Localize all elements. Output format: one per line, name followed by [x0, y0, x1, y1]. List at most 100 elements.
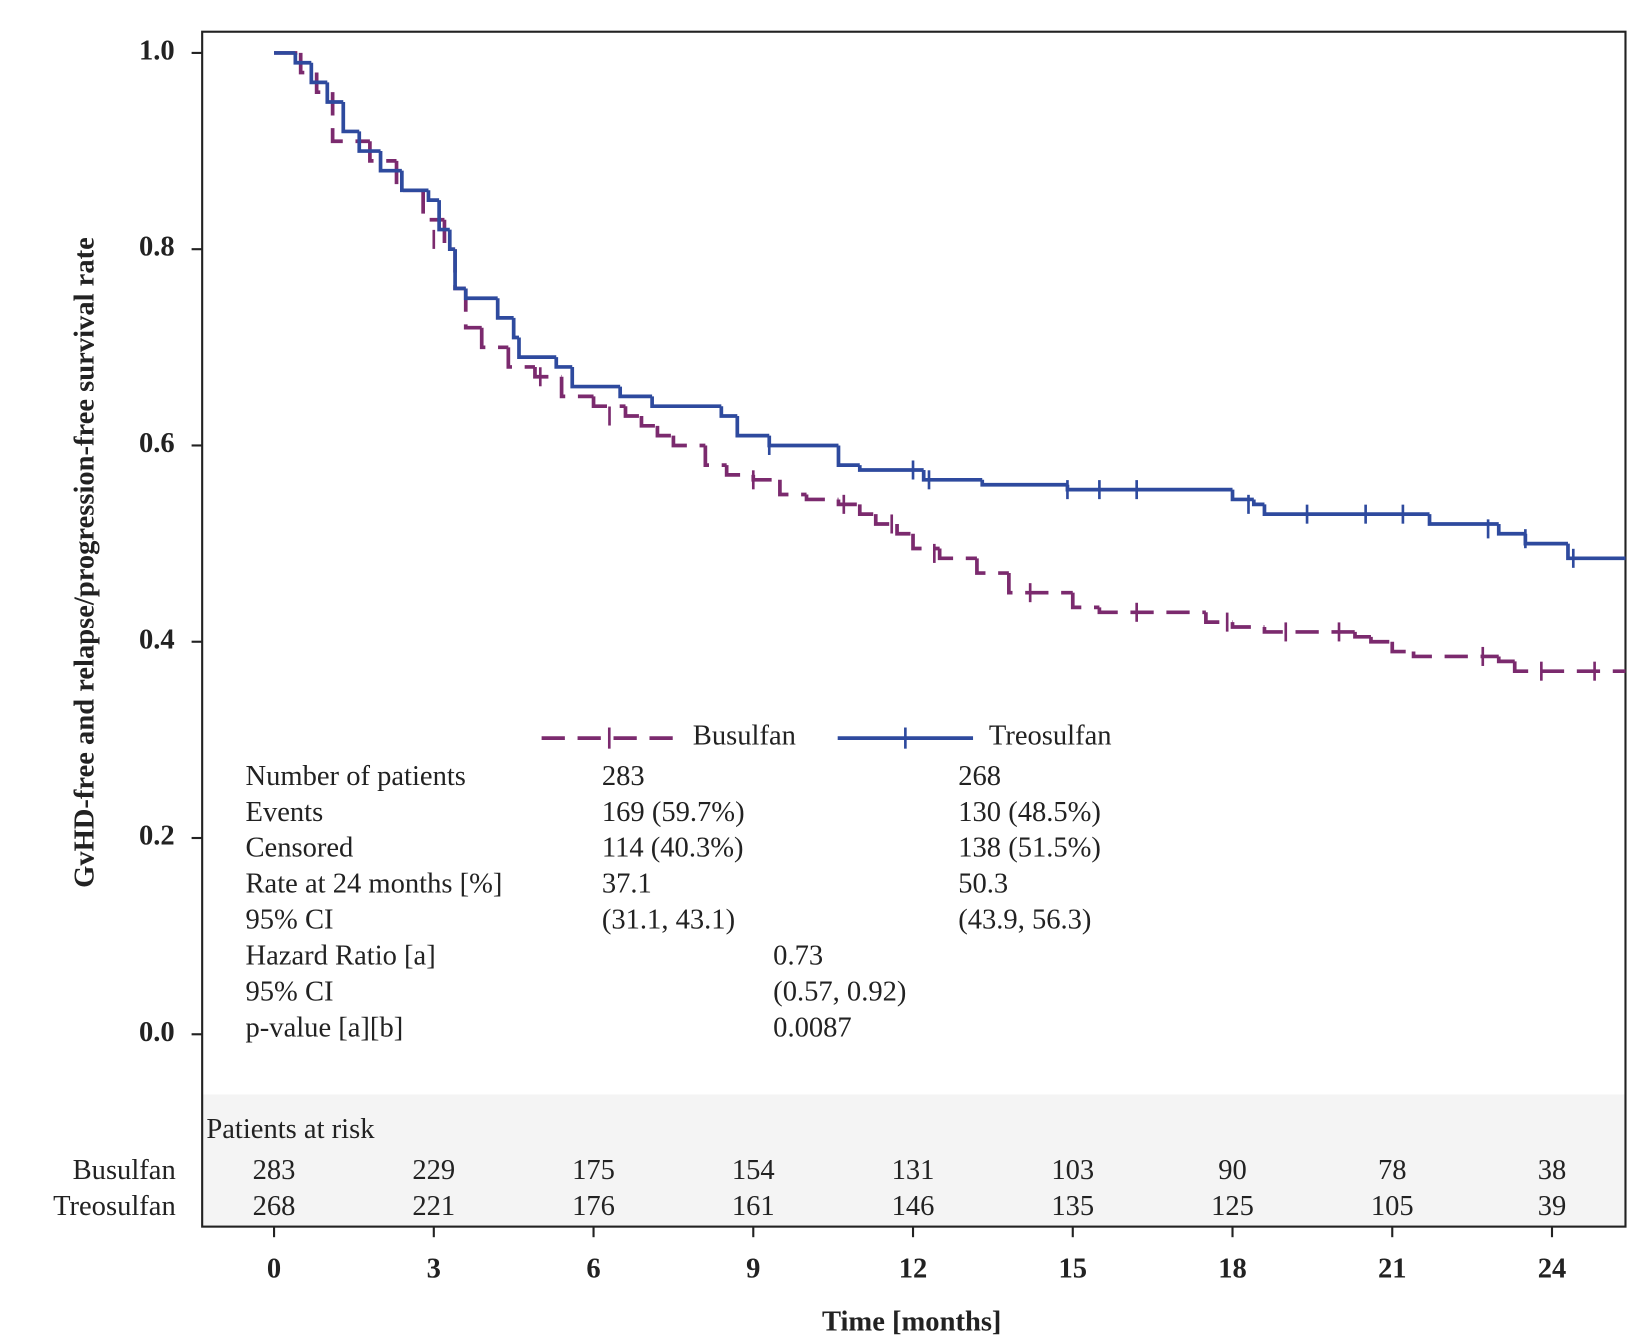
- survival-step: [751, 474, 780, 482]
- survival-step: [719, 406, 738, 418]
- risk-count: 39: [1538, 1191, 1567, 1222]
- summary-value: 138 (51.5%): [958, 833, 1101, 864]
- y-tick-label: 0.4: [139, 624, 175, 655]
- survival-step: [623, 406, 642, 418]
- x-tick-label: 24: [1538, 1254, 1567, 1285]
- summary-value: 169 (59.7%): [602, 797, 745, 828]
- survival-step: [1496, 656, 1515, 664]
- survival-step: [836, 499, 860, 507]
- survival-step: [517, 337, 557, 359]
- risk-count: 105: [1371, 1191, 1414, 1222]
- survival-step: [778, 479, 807, 497]
- x-tick-label: 18: [1218, 1254, 1247, 1285]
- survival-step: [314, 72, 333, 95]
- survival-step: [724, 465, 754, 477]
- survival-step: [421, 190, 445, 222]
- risk-count: 146: [892, 1191, 935, 1222]
- survival-step: [479, 327, 509, 350]
- risk-count: 125: [1211, 1191, 1254, 1222]
- legend-label: Busulfan: [693, 721, 796, 752]
- survival-step: [447, 229, 456, 252]
- survival-step: [921, 469, 983, 482]
- x-tick-label: 12: [899, 1254, 928, 1285]
- summary-value: 283: [602, 761, 645, 792]
- x-tick-label: 15: [1058, 1254, 1087, 1285]
- survival-step: [330, 92, 370, 144]
- survival-step: [618, 386, 653, 399]
- survival-step: [1427, 514, 1499, 526]
- legend-label: Treosulfan: [989, 721, 1112, 752]
- survival-step: [463, 288, 482, 330]
- risk-count: 229: [412, 1155, 455, 1186]
- survival-step: [533, 366, 562, 379]
- survival-step: [836, 445, 860, 467]
- survival-step: [1097, 607, 1206, 615]
- survival-step: [325, 82, 344, 104]
- risk-count: 131: [892, 1155, 935, 1186]
- y-tick-label: 0.0: [139, 1017, 175, 1048]
- survival-step: [767, 435, 839, 448]
- survival-step: [1065, 484, 1233, 492]
- survival-step: [463, 288, 498, 301]
- summary-label: 95% CI: [246, 905, 334, 936]
- survival-step: [1512, 661, 1626, 674]
- survival-step: [857, 504, 876, 517]
- survival-step: [735, 416, 770, 438]
- survival-step: [639, 416, 658, 428]
- survival-step: [911, 533, 940, 551]
- summary-value: 268: [958, 761, 1001, 792]
- risk-count: 90: [1218, 1155, 1247, 1186]
- survival-step: [368, 141, 397, 163]
- risk-count: 154: [732, 1155, 775, 1186]
- survival-step: [873, 514, 898, 526]
- survival-step: [1369, 636, 1393, 644]
- y-tick-label: 0.2: [139, 821, 175, 852]
- comparison-value: 0.73: [773, 941, 823, 972]
- summary-value: (31.1, 43.1): [602, 905, 735, 936]
- y-axis-label: GvHD-free and relapse/progression-free s…: [69, 237, 100, 888]
- summary-label: Number of patients: [246, 761, 466, 792]
- risk-count: 268: [253, 1191, 296, 1222]
- survival-step: [804, 494, 839, 502]
- comparison-label: 95% CI: [246, 977, 334, 1008]
- risk-count: 221: [412, 1191, 455, 1222]
- survival-step: [378, 151, 402, 173]
- survival-step: [1566, 543, 1626, 561]
- risk-count: 38: [1538, 1155, 1567, 1186]
- survival-step: [511, 317, 519, 340]
- survival-step: [399, 170, 429, 193]
- risk-row-name: Treosulfan: [53, 1191, 176, 1222]
- survival-step: [1230, 489, 1254, 502]
- risk-count: 161: [732, 1191, 775, 1222]
- survival-step: [671, 435, 706, 448]
- risk-count: 283: [253, 1155, 296, 1186]
- survival-step: [426, 190, 440, 202]
- survival-step: [559, 376, 594, 399]
- survival-step: [495, 298, 514, 320]
- survival-step: [506, 347, 535, 369]
- survival-step: [937, 548, 977, 561]
- summary-value: 37.1: [602, 869, 652, 900]
- survival-step: [650, 396, 722, 409]
- survival-step: [1496, 523, 1526, 536]
- summary-value: (43.9, 56.3): [958, 905, 1091, 936]
- comparison-value: 0.0087: [773, 1012, 852, 1043]
- survival-step: [975, 558, 1009, 575]
- survival-step: [309, 62, 328, 85]
- x-axis-label: Time [months]: [822, 1306, 1001, 1337]
- risk-count: 176: [572, 1191, 615, 1222]
- risk-count: 103: [1051, 1155, 1094, 1186]
- survival-step: [1411, 651, 1499, 659]
- survival-step: [1353, 631, 1371, 639]
- survival-step: [293, 52, 312, 65]
- summary-label: Censored: [246, 833, 354, 864]
- survival-step: [703, 445, 727, 467]
- risk-count: 175: [572, 1155, 615, 1186]
- survival-step: [857, 465, 924, 472]
- survival-step: [1070, 592, 1100, 610]
- survival-step: [655, 425, 674, 438]
- survival-step: [1390, 641, 1414, 654]
- summary-value: 114 (40.3%): [602, 833, 744, 864]
- x-tick-label: 6: [586, 1254, 600, 1285]
